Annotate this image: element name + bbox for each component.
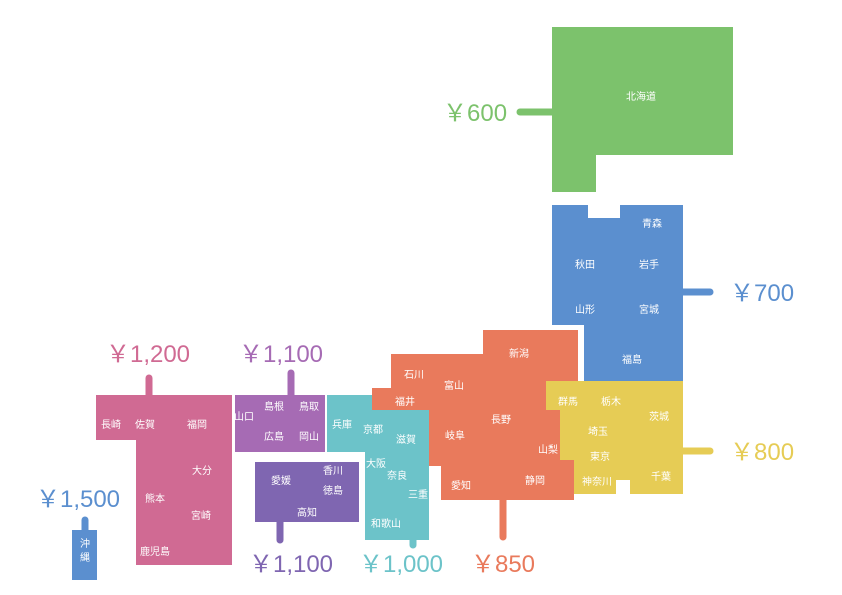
pref-label: 山梨 bbox=[538, 443, 558, 456]
pref-label: 宮崎 bbox=[191, 509, 211, 522]
pref-label: 神奈川 bbox=[582, 475, 612, 488]
pref-label: 大分 bbox=[192, 464, 212, 477]
pref-label: 埼玉 bbox=[588, 425, 608, 438]
shape-kinki[interactable] bbox=[327, 395, 429, 540]
pref-label: 佐賀 bbox=[135, 419, 155, 431]
region-kinki: ￥1,000 兵庫 京都 滋賀 大阪 奈良 三重 和歌山 bbox=[327, 395, 443, 578]
shape-chubu[interactable] bbox=[372, 330, 578, 500]
shape-okinawa[interactable] bbox=[72, 530, 97, 580]
pref-label: 島根 bbox=[264, 400, 284, 413]
price-tohoku: ￥700 bbox=[730, 280, 794, 307]
region-kanto: ￥800 群馬 栃木 茨城 埼玉 東京 神奈川 千葉 bbox=[546, 381, 794, 494]
pref-label: 兵庫 bbox=[332, 418, 352, 431]
pref-label: 石川 bbox=[404, 370, 424, 381]
pref-label: 群馬 bbox=[558, 395, 578, 408]
pref-label: 熊本 bbox=[145, 492, 165, 505]
region-tohoku: ￥700 青森 秋田 岩手 山形 宮城 福島 bbox=[552, 205, 794, 381]
region-hokkaido: ￥600 北海道 bbox=[443, 27, 733, 192]
pref-label: 宮城 bbox=[639, 303, 659, 316]
pref-label: 京都 bbox=[363, 423, 383, 436]
region-kyushu: ￥1,200 長崎 佐賀 福岡 大分 熊本 宮崎 鹿児島 bbox=[96, 341, 232, 565]
price-hokkaido: ￥600 bbox=[443, 100, 507, 127]
pref-label: 徳島 bbox=[323, 484, 343, 497]
pref-label: 和歌山 bbox=[371, 517, 401, 530]
price-chugoku: ￥1,100 bbox=[239, 341, 323, 368]
pref-label: 福井 bbox=[395, 395, 415, 408]
shape-kyushu[interactable] bbox=[96, 395, 232, 565]
pref-label: 山形 bbox=[575, 304, 595, 316]
pref-label: 茨城 bbox=[649, 410, 669, 423]
pref-label: 岐阜 bbox=[445, 429, 465, 442]
pref-label: 広島 bbox=[264, 430, 284, 443]
pref-label: 香川 bbox=[323, 465, 343, 477]
pref-label: 栃木 bbox=[601, 395, 621, 408]
pref-label: 鳥取 bbox=[299, 400, 319, 413]
shape-tohoku[interactable] bbox=[552, 205, 683, 381]
price-chubu: ￥850 bbox=[471, 551, 535, 578]
pref-label: 千葉 bbox=[651, 470, 671, 483]
shape-hokkaido[interactable] bbox=[552, 27, 733, 192]
pref-label: 新潟 bbox=[509, 347, 529, 360]
pref-label: 大阪 bbox=[366, 457, 386, 470]
region-chugoku: ￥1,100 島根 鳥取 山口 広島 岡山 bbox=[234, 341, 325, 452]
price-kinki: ￥1,000 bbox=[359, 551, 443, 578]
pref-label: 福島 bbox=[622, 353, 642, 366]
pref-label: 富山 bbox=[444, 379, 464, 392]
shape-shikoku[interactable] bbox=[255, 462, 359, 522]
pref-label: 北海道 bbox=[626, 90, 656, 103]
pref-label: 愛知 bbox=[451, 479, 471, 492]
price-kyushu: ￥1,200 bbox=[106, 341, 190, 368]
region-chubu: ￥850 新潟 石川 富山 福井 長野 岐阜 山梨 愛知 静岡 bbox=[372, 330, 578, 578]
region-shikoku: ￥1,100 香川 愛媛 徳島 高知 bbox=[249, 462, 359, 578]
pref-label: 青森 bbox=[642, 217, 662, 230]
region-okinawa: ￥1,500 沖縄 bbox=[36, 486, 120, 580]
pref-label: 高知 bbox=[297, 506, 317, 519]
pref-label: 長野 bbox=[491, 414, 511, 426]
pref-label: 三重 bbox=[408, 488, 428, 501]
pref-label: 奈良 bbox=[387, 469, 407, 482]
pref-label: 山口 bbox=[234, 411, 254, 423]
pref-label: 長崎 bbox=[101, 418, 121, 431]
pref-label: 秋田 bbox=[575, 258, 595, 271]
pref-label-vertical: 沖縄 bbox=[80, 537, 90, 564]
pref-label: 東京 bbox=[590, 450, 610, 463]
price-shikoku: ￥1,100 bbox=[249, 551, 333, 578]
pref-label: 福岡 bbox=[187, 418, 207, 431]
shape-kanto[interactable] bbox=[546, 381, 683, 494]
pref-label: 岡山 bbox=[299, 431, 319, 443]
price-okinawa: ￥1,500 bbox=[36, 486, 120, 513]
price-kanto: ￥800 bbox=[730, 439, 794, 466]
shape-chugoku[interactable] bbox=[235, 395, 325, 452]
pref-label: 滋賀 bbox=[396, 433, 416, 446]
pref-label: 岩手 bbox=[639, 258, 659, 271]
pref-label: 鹿児島 bbox=[140, 545, 170, 558]
pref-label: 愛媛 bbox=[271, 474, 291, 487]
pref-label: 静岡 bbox=[525, 474, 545, 487]
